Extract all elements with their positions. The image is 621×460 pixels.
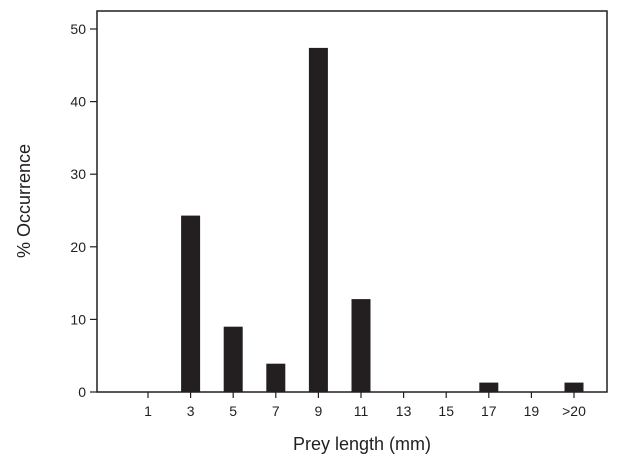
- bars-group: [181, 47, 584, 393]
- x-axis-ticks: 1 3 5 7 9 11 13 15 17 19 >20: [144, 392, 586, 419]
- y-axis-label: % Occurrence: [14, 144, 34, 258]
- x-tick-label: 11: [354, 403, 369, 419]
- x-tick-label: 15: [438, 403, 454, 419]
- y-axis-ticks: 0 10 20 30 40 50: [70, 21, 97, 400]
- x-tick-label: 9: [315, 403, 323, 419]
- bar-9: [308, 47, 328, 393]
- x-tick-label: >20: [562, 403, 586, 419]
- bar-17: [479, 382, 499, 392]
- bar-7: [266, 363, 286, 392]
- y-tick-label: 40: [70, 94, 86, 110]
- bar-gt20: [564, 382, 584, 392]
- x-tick-label: 1: [144, 403, 152, 419]
- x-tick-label: 19: [524, 403, 540, 419]
- x-tick-label: 3: [187, 403, 195, 419]
- y-tick-label: 30: [70, 166, 86, 182]
- x-axis-label: Prey length (mm): [293, 434, 431, 454]
- y-tick-label: 0: [78, 384, 86, 400]
- x-tick-label: 17: [481, 403, 497, 419]
- y-tick-label: 10: [70, 311, 86, 327]
- x-tick-label: 5: [229, 403, 237, 419]
- x-tick-label: 13: [396, 403, 412, 419]
- y-tick-label: 20: [70, 239, 86, 255]
- bar-3: [181, 215, 201, 392]
- x-tick-label: 7: [272, 403, 280, 419]
- bar-5: [223, 326, 243, 392]
- y-tick-label: 50: [70, 21, 86, 37]
- bar-11: [351, 299, 371, 392]
